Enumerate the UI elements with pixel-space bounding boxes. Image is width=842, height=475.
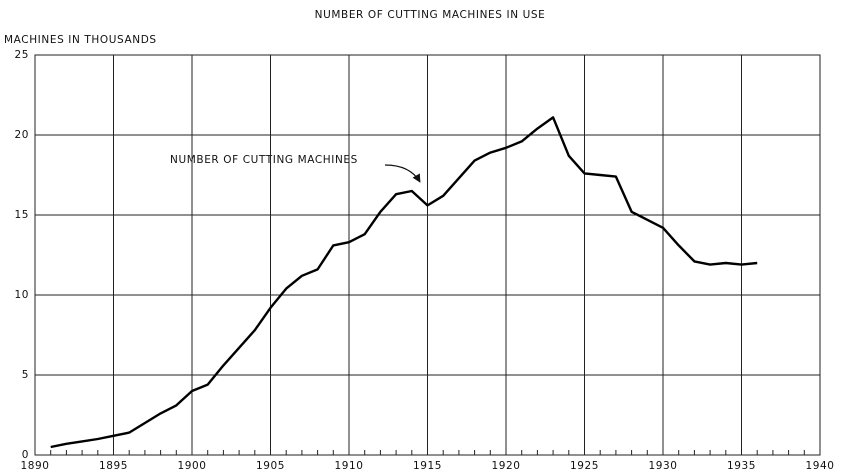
y-axis-label: MACHINES IN THOUSANDS: [4, 34, 157, 46]
x-tick-label: 1940: [805, 460, 834, 472]
x-tick-label: 1935: [727, 460, 756, 472]
y-tick-label: 5: [22, 369, 29, 381]
y-tick-label: 10: [14, 289, 29, 301]
x-tick-label: 1910: [334, 460, 363, 472]
chart-title: NUMBER OF CUTTING MACHINES IN USE: [315, 9, 546, 21]
x-tick-label: 1925: [570, 460, 599, 472]
x-tick-label: 1930: [648, 460, 677, 472]
x-tick-label: 1890: [20, 460, 49, 472]
data-line: [50, 116, 758, 449]
annotation-arrow: [384, 164, 421, 183]
y-tick-label: 25: [14, 49, 29, 61]
x-tick-label: 1915: [413, 460, 442, 472]
x-tick-label: 1905: [256, 460, 285, 472]
x-tick-label: 1920: [491, 460, 520, 472]
y-tick-label: 20: [14, 129, 29, 141]
y-tick-label: 0: [22, 449, 29, 461]
y-tick-label: 15: [14, 209, 29, 221]
x-tick-label: 1900: [177, 460, 206, 472]
annotation: NUMBER OF CUTTING MACHINES: [170, 154, 358, 166]
x-tick-label: 1895: [99, 460, 128, 472]
